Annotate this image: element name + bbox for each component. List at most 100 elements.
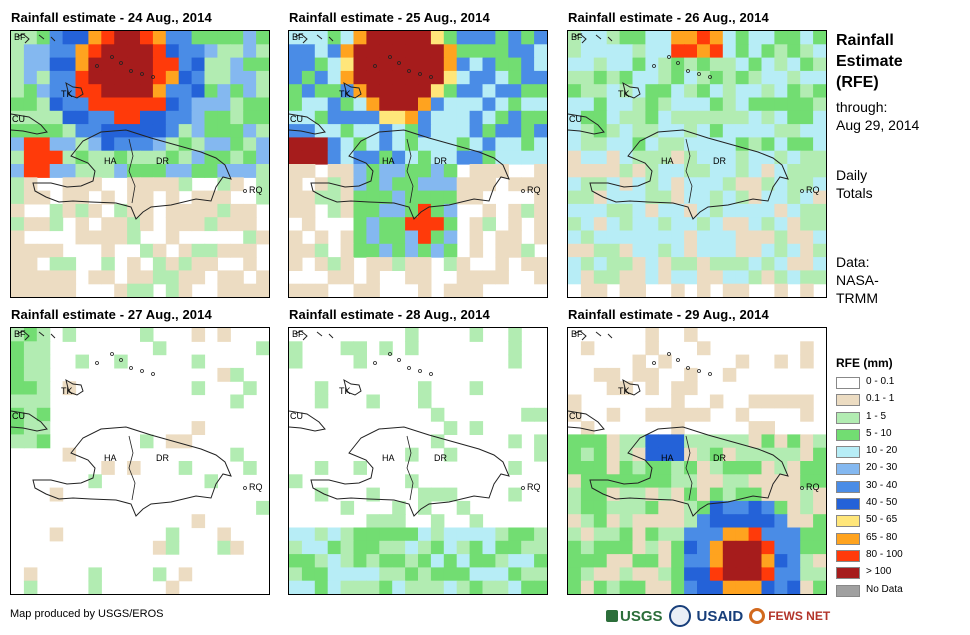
rainfall-cell bbox=[671, 97, 685, 112]
rainfall-cell bbox=[88, 84, 102, 99]
rainfall-cell bbox=[418, 527, 432, 542]
rainfall-cell bbox=[289, 150, 303, 165]
rainfall-cell bbox=[430, 527, 445, 542]
map-label-bf: BF bbox=[571, 329, 583, 339]
rainfall-cell bbox=[152, 540, 167, 555]
rainfall-cell bbox=[697, 84, 711, 99]
rainfall-cell bbox=[658, 434, 672, 449]
rainfall-cell bbox=[774, 447, 788, 462]
rainfall-cell bbox=[748, 580, 763, 594]
rainfall-cell bbox=[301, 31, 316, 45]
rainfall-cell bbox=[405, 474, 419, 489]
islet-outline bbox=[95, 64, 99, 68]
rainfall-cell bbox=[289, 567, 303, 582]
rainfall-cell bbox=[632, 567, 646, 582]
rainfall-cell bbox=[632, 554, 646, 568]
rainfall-cell bbox=[632, 487, 646, 502]
rainfall-cell bbox=[62, 203, 77, 218]
rainfall-cell bbox=[256, 57, 269, 72]
rainfall-cell bbox=[418, 230, 432, 245]
rainfall-cell bbox=[774, 257, 788, 271]
rainfall-cell bbox=[101, 110, 115, 125]
rainfall-cell bbox=[418, 487, 432, 502]
rainfall-cell bbox=[456, 567, 471, 582]
rainfall-cell bbox=[101, 217, 115, 232]
rainfall-map-aug-29[interactable]: BF TK CU HA DR RQ bbox=[567, 327, 827, 595]
rainfall-cell bbox=[534, 97, 547, 112]
rainfall-map-aug-28[interactable]: BF TK CU HA DR RQ bbox=[288, 327, 548, 595]
rainfall-cell bbox=[101, 190, 115, 205]
rainfall-cell bbox=[800, 44, 814, 59]
rainfall-cell bbox=[606, 487, 621, 502]
rainfall-cell bbox=[645, 554, 659, 568]
rainfall-cell bbox=[774, 474, 788, 489]
rainfall-cell bbox=[88, 137, 102, 152]
rainfall-cell bbox=[469, 514, 484, 529]
rainfall-cell bbox=[23, 434, 38, 449]
rainfall-cell bbox=[301, 540, 316, 555]
rainfall-cell bbox=[619, 97, 634, 112]
rainfall-cell bbox=[684, 110, 698, 125]
rainfall-cell bbox=[606, 434, 621, 449]
rainfall-cell bbox=[443, 567, 458, 582]
rainfall-cell bbox=[301, 567, 316, 582]
rainfall-cell bbox=[684, 474, 698, 489]
rainfall-cell bbox=[748, 230, 763, 245]
rainfall-cell bbox=[340, 190, 355, 205]
rainfall-cell bbox=[735, 110, 750, 125]
rainfall-cell bbox=[178, 110, 193, 125]
legend-swatch bbox=[836, 567, 860, 580]
rainfall-cell bbox=[456, 70, 471, 85]
rainfall-cell bbox=[508, 354, 522, 369]
rainfall-cell bbox=[392, 500, 406, 515]
rainfall-map-aug-26[interactable]: BF TK CU HA DR RQ bbox=[567, 30, 827, 298]
rainfall-cell bbox=[204, 243, 218, 258]
rainfall-cell bbox=[632, 164, 646, 178]
rainfall-cell bbox=[568, 84, 582, 99]
rainfall-cell bbox=[191, 243, 206, 258]
rainfall-cell bbox=[392, 124, 406, 138]
rainfall-cell bbox=[580, 57, 595, 72]
rainfall-cell bbox=[787, 137, 801, 152]
rainfall-map-aug-25[interactable]: BF TK CU HA DR RQ bbox=[288, 30, 548, 298]
map-label-rq: RQ bbox=[249, 185, 263, 195]
rainfall-cell bbox=[165, 203, 180, 218]
rainfall-cell bbox=[140, 434, 154, 449]
rainfall-cell bbox=[204, 44, 218, 59]
rainfall-cell bbox=[813, 124, 826, 138]
rainfall-cell bbox=[748, 31, 763, 45]
rainfall-cell bbox=[62, 190, 77, 205]
rainfall-cell bbox=[580, 270, 595, 285]
rainfall-cell bbox=[619, 580, 634, 594]
rainfall-cell bbox=[178, 257, 193, 271]
rainfall-cell bbox=[301, 164, 316, 178]
rainfall-cell bbox=[469, 567, 484, 582]
rainfall-map-aug-27[interactable]: BF TK CU HA DR RQ bbox=[10, 327, 270, 595]
rainfall-cell bbox=[11, 283, 25, 297]
rainfall-cell bbox=[11, 394, 25, 409]
rainfall-cell bbox=[722, 487, 737, 502]
rainfall-cell bbox=[256, 124, 269, 138]
rainfall-cell bbox=[761, 190, 775, 205]
rainfall-cell bbox=[191, 514, 206, 529]
rainfall-map-aug-24[interactable]: BF TK CU HA DR RQ bbox=[10, 30, 270, 298]
rainfall-cell bbox=[392, 177, 406, 192]
rainfall-cell bbox=[482, 177, 496, 192]
rainfall-cell bbox=[580, 567, 595, 582]
rainfall-cell bbox=[645, 257, 659, 271]
rainfall-cell bbox=[521, 137, 535, 152]
rainfall-cell bbox=[366, 110, 380, 125]
rainfall-cell bbox=[568, 394, 582, 409]
rainfall-cell bbox=[456, 31, 471, 45]
rainfall-cell bbox=[774, 461, 788, 475]
islet-outline bbox=[407, 69, 411, 73]
rainfall-cell bbox=[671, 580, 685, 594]
rainfall-cell bbox=[340, 500, 355, 515]
rainfall-cell bbox=[353, 70, 367, 85]
rainfall-cell bbox=[761, 487, 775, 502]
rainfall-cell bbox=[140, 150, 154, 165]
rainfall-cell bbox=[735, 137, 750, 152]
rainfall-cell bbox=[243, 84, 257, 99]
rainfall-cell bbox=[191, 44, 206, 59]
rainfall-cell bbox=[327, 124, 342, 138]
